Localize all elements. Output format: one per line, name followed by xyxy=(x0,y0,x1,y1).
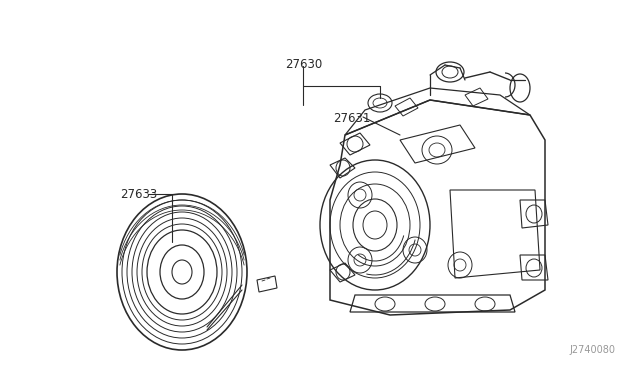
Text: 27633: 27633 xyxy=(120,188,157,201)
Text: 27631: 27631 xyxy=(333,112,371,125)
Text: 27630: 27630 xyxy=(285,58,323,71)
Text: J2740080: J2740080 xyxy=(569,345,615,355)
